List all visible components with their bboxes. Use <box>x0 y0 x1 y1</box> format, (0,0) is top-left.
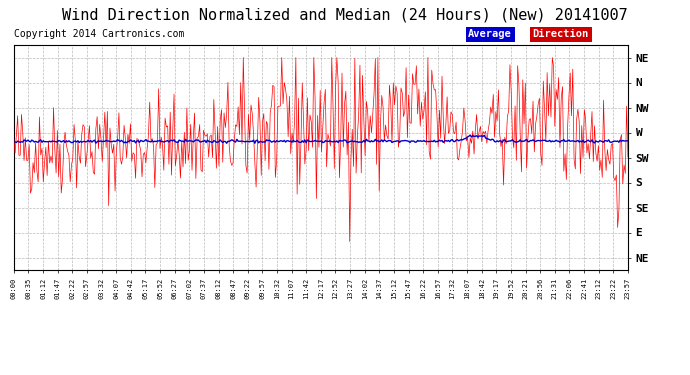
Text: Wind Direction Normalized and Median (24 Hours) (New) 20141007: Wind Direction Normalized and Median (24… <box>62 8 628 22</box>
Text: Average: Average <box>469 29 512 39</box>
Text: Copyright 2014 Cartronics.com: Copyright 2014 Cartronics.com <box>14 29 184 39</box>
Text: Direction: Direction <box>533 29 589 39</box>
